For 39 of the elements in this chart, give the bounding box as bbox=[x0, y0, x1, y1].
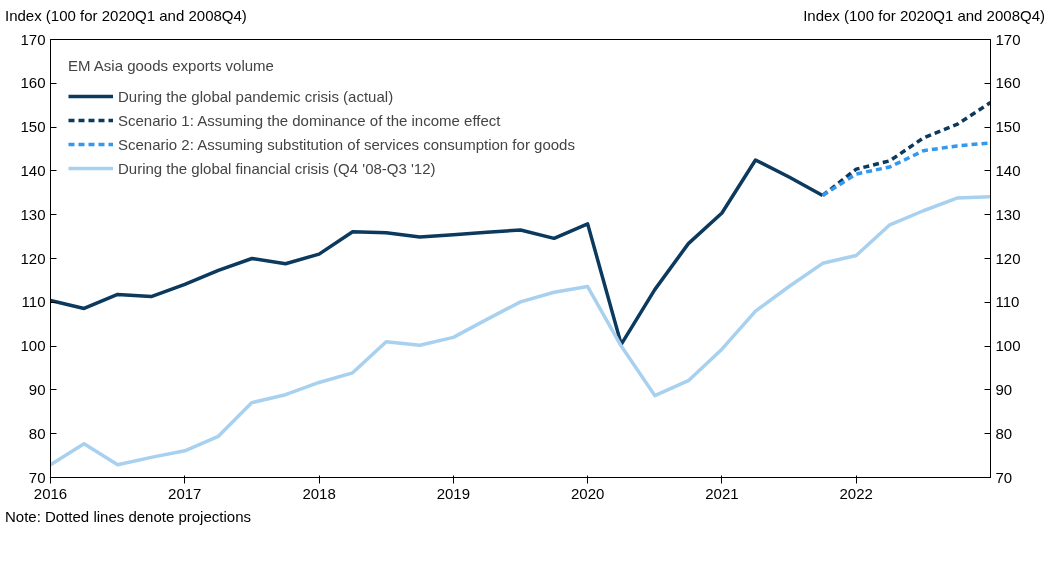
y-tick-label: 120 bbox=[20, 249, 46, 267]
legend-label: During the global pandemic crisis (actual) bbox=[118, 87, 394, 105]
y2-tick-label: 80 bbox=[995, 425, 1013, 443]
line-series bbox=[820, 141, 991, 198]
y2-tick-label: 150 bbox=[995, 118, 1021, 136]
y2-tick-label: 110 bbox=[995, 293, 1020, 311]
x-tick-label: 2022 bbox=[839, 484, 873, 502]
y2-tick-label: 90 bbox=[995, 381, 1013, 399]
y-tick-label: 170 bbox=[20, 30, 46, 48]
x-tick-label: 2016 bbox=[33, 484, 68, 502]
text: Note: Dotted lines denote projections bbox=[5, 507, 251, 528]
y2-tick-label: 170 bbox=[995, 30, 1021, 48]
y2-tick-label: 160 bbox=[995, 74, 1021, 92]
y-tick-label: 130 bbox=[20, 206, 46, 224]
y-tick-label: 140 bbox=[20, 162, 46, 180]
x-tick-label: 2019 bbox=[436, 484, 471, 502]
y2-axis-title: Index (100 for 2020Q1 and 2008Q4) bbox=[803, 6, 1045, 26]
y2-tick-label: 140 bbox=[995, 162, 1021, 180]
y-tick-label: 110 bbox=[21, 293, 46, 311]
x-tick-label: 2018 bbox=[302, 484, 336, 502]
legend-label: Scenario 2: Assuming substitution of services consumption for goods bbox=[118, 135, 575, 153]
x-tick-label: 2021 bbox=[705, 484, 739, 502]
legend-title: EM Asia goods exports volume bbox=[68, 57, 275, 75]
legend-label: Scenario 1: Assuming the dominance of the income effect bbox=[118, 111, 501, 129]
y2-tick-label: 120 bbox=[995, 249, 1021, 267]
y-tick-label: 150 bbox=[20, 118, 46, 136]
x-tick-label: 2017 bbox=[168, 484, 202, 502]
y-tick-label: 70 bbox=[28, 468, 46, 486]
y2-tick-label: 70 bbox=[995, 468, 1013, 486]
y-tick-label: 160 bbox=[20, 74, 46, 92]
y-tick-label: 100 bbox=[20, 337, 46, 355]
x-tick-label: 2020 bbox=[570, 484, 605, 502]
y2-tick-label: 130 bbox=[995, 206, 1021, 224]
line-series bbox=[50, 195, 991, 467]
y-tick-label: 80 bbox=[28, 425, 46, 443]
y-axis-title: Index (100 for 2020Q1 and 2008Q4) bbox=[5, 6, 247, 26]
y-tick-label: 90 bbox=[28, 381, 46, 399]
legend-label: During the global financial crisis (Q4 '08-Q3 '12) bbox=[118, 159, 436, 177]
y2-tick-label: 100 bbox=[995, 337, 1021, 355]
